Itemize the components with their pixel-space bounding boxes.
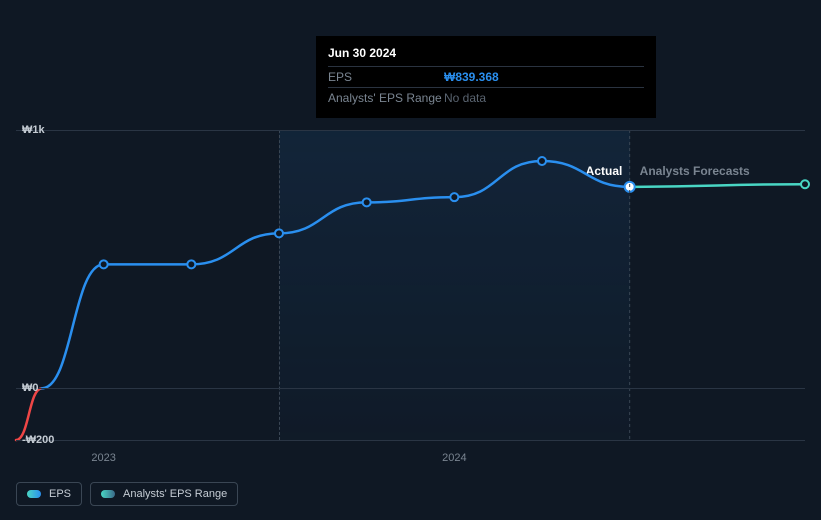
legend-item-eps-range[interactable]: Analysts' EPS Range — [90, 482, 238, 506]
tooltip-label: Analysts' EPS Range — [328, 91, 444, 105]
x-tick-label: 2024 — [442, 452, 466, 464]
tooltip-date: Jun 30 2024 — [328, 46, 644, 60]
y-tick-label: ₩0 — [22, 382, 39, 394]
legend-label: Analysts' EPS Range — [123, 488, 227, 500]
grid-line — [16, 388, 805, 389]
y-tick-label: ₩1k — [22, 124, 45, 136]
chart-svg — [16, 130, 805, 440]
tooltip-row: EPS ₩839.368 — [328, 66, 644, 87]
chart-tooltip: Jun 30 2024 EPS ₩839.368 Analysts' EPS R… — [316, 36, 656, 118]
tooltip-row: Analysts' EPS Range No data — [328, 87, 644, 108]
plot-area: Actual Analysts Forecasts ₩1k₩0-₩2002023… — [16, 130, 805, 440]
grid-line — [16, 440, 805, 441]
legend-swatch-icon — [101, 490, 115, 498]
x-tick-label: 2023 — [91, 452, 115, 464]
tooltip-label: EPS — [328, 70, 444, 84]
tooltip-value: No data — [444, 91, 486, 105]
y-tick-label: -₩200 — [22, 434, 54, 446]
tooltip-value: ₩839.368 — [444, 70, 499, 84]
eps-chart: Jun 30 2024 EPS ₩839.368 Analysts' EPS R… — [16, 20, 805, 460]
legend: EPS Analysts' EPS Range — [16, 482, 238, 506]
legend-item-eps[interactable]: EPS — [16, 482, 82, 506]
legend-swatch-icon — [27, 490, 41, 498]
legend-label: EPS — [49, 488, 71, 500]
grid-line — [16, 130, 805, 131]
